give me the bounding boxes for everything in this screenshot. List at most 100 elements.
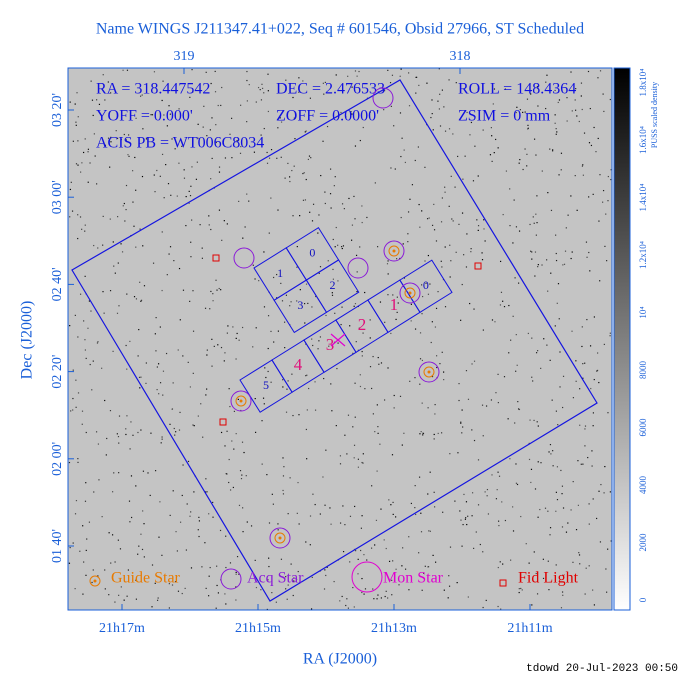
star-pixel	[244, 226, 246, 228]
star-pixel	[388, 560, 391, 562]
star-pixel	[457, 452, 459, 454]
star-pixel	[358, 70, 360, 73]
star-pixel	[408, 589, 410, 591]
star-pixel	[341, 203, 344, 205]
star-pixel	[427, 493, 429, 495]
star-pixel	[242, 507, 244, 509]
star-pixel	[385, 590, 387, 592]
star-pixel	[521, 589, 523, 591]
star-pixel	[138, 545, 140, 547]
star-pixel	[161, 289, 163, 292]
star-pixel	[384, 321, 386, 323]
star-pixel	[429, 530, 432, 532]
star-pixel	[589, 107, 591, 110]
star-pixel	[326, 125, 329, 128]
star-pixel	[579, 388, 581, 390]
star-pixel	[310, 608, 313, 610]
star-pixel	[81, 228, 83, 230]
star-pixel	[138, 328, 140, 331]
star-pixel	[242, 531, 244, 533]
star-pixel	[438, 108, 441, 110]
star-pixel	[88, 521, 91, 523]
star-pixel	[598, 490, 600, 492]
star-pixel	[526, 153, 528, 155]
star-pixel	[503, 376, 506, 378]
star-pixel	[135, 598, 137, 600]
star-pixel	[276, 297, 278, 299]
star-pixel	[80, 171, 82, 173]
star-pixel	[285, 411, 288, 413]
star-pixel	[147, 472, 149, 474]
star-pixel	[566, 97, 568, 99]
star-pixel	[437, 291, 439, 293]
star-pixel	[473, 547, 475, 549]
star-pixel	[565, 227, 567, 229]
star-pixel	[318, 340, 320, 342]
star-pixel	[273, 341, 275, 343]
star-pixel	[577, 504, 580, 506]
star-pixel	[324, 81, 326, 84]
star-pixel	[87, 148, 90, 150]
star-pixel	[515, 482, 518, 484]
star-pixel	[169, 113, 171, 115]
legend-acq-icon	[220, 568, 242, 590]
star-pixel	[229, 405, 231, 408]
star-pixel	[439, 125, 442, 127]
star-pixel	[464, 518, 467, 520]
star-pixel	[293, 580, 295, 582]
star-pixel	[345, 116, 347, 118]
star-pixel	[171, 408, 173, 410]
star-pixel	[75, 121, 77, 123]
star-pixel	[215, 124, 217, 126]
star-pixel	[291, 169, 293, 172]
star-pixel	[140, 376, 142, 378]
star-pixel	[271, 493, 273, 495]
star-pixel	[535, 234, 537, 236]
star-pixel	[541, 170, 543, 172]
star-pixel	[537, 461, 539, 463]
star-pixel	[332, 278, 334, 280]
star-pixel	[590, 144, 593, 147]
star-pixel	[258, 280, 260, 282]
star-pixel	[151, 114, 154, 116]
star-pixel	[537, 87, 539, 90]
star-pixel	[248, 200, 250, 202]
star-pixel	[457, 155, 459, 158]
star-pixel	[517, 282, 520, 284]
star-pixel	[304, 199, 307, 201]
star-pixel	[118, 472, 120, 474]
star-pixel	[76, 92, 78, 94]
star-pixel	[240, 409, 242, 412]
star-pixel	[588, 565, 590, 567]
star-pixel	[495, 138, 497, 141]
star-pixel	[158, 536, 160, 538]
star-pixel	[162, 370, 165, 372]
star-pixel	[315, 295, 317, 298]
star-pixel	[139, 281, 141, 283]
star-pixel	[355, 254, 358, 256]
star-pixel	[509, 458, 511, 460]
star-pixel	[432, 554, 434, 556]
star-pixel	[68, 461, 71, 464]
star-pixel	[125, 433, 127, 436]
star-pixel	[487, 513, 490, 515]
star-pixel	[588, 142, 591, 144]
star-pixel	[586, 318, 588, 321]
star-pixel	[267, 347, 269, 350]
star-pixel	[493, 88, 496, 90]
star-pixel	[291, 373, 293, 375]
star-pixel	[199, 224, 201, 226]
star-pixel	[512, 315, 514, 317]
star-pixel	[156, 599, 159, 601]
star-pixel	[156, 366, 158, 368]
star-pixel	[534, 251, 537, 253]
star-pixel	[593, 316, 595, 318]
star-pixel	[525, 543, 527, 545]
star-pixel	[119, 548, 122, 550]
star-pixel	[292, 96, 294, 99]
star-pixel	[125, 428, 127, 430]
star-pixel	[87, 327, 89, 329]
star-pixel	[123, 133, 125, 136]
star-pixel	[483, 228, 485, 230]
star-pixel	[603, 343, 605, 346]
